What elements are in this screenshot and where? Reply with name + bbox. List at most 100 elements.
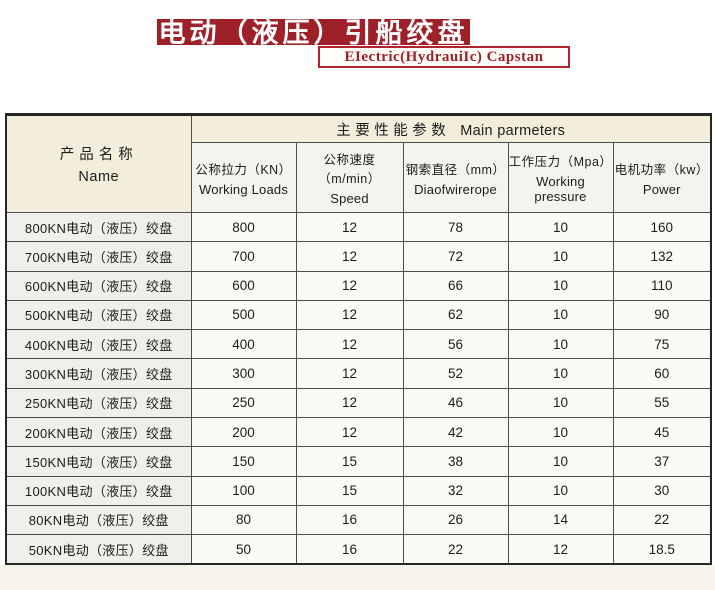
value-cell: 400 [190,329,297,360]
value-cell: 32 [402,475,509,506]
value-cell: 10 [507,358,614,389]
page-bottom-margin [0,565,715,590]
table-row: 700KN电动（液压）绞盘 700 12 72 10 132 [5,241,712,272]
col-header-power-zh: 电机功率（kw） [614,162,709,177]
col-header-working-pressure-zh: 工作压力（Mpa） [508,155,613,170]
col-header-main-parameters-zh: 主要性能参数 [336,122,451,139]
product-name-cell: 400KN电动（液压）绞盘 [5,329,192,360]
col-header-product-name-en: Name [78,168,120,185]
value-cell: 132 [612,241,712,272]
col-header-working-pressure-en: Working pressure [534,174,587,205]
col-header-wire-rope-dia-zh: 钢索直径（mm） [405,162,506,177]
value-cell: 30 [612,475,712,506]
product-name-cell: 50KN电动（液压）绞盘 [5,534,192,565]
page-title: 电动（液压）引船绞盘 [158,18,469,48]
value-cell: 62 [402,299,509,331]
table-row: 100KN电动（液压）绞盘 100 15 32 10 30 [5,475,712,506]
value-cell: 22 [402,534,509,565]
value-cell: 14 [507,504,614,536]
value-cell: 10 [507,211,614,243]
product-name-cell: 300KN电动（液压）绞盘 [5,358,192,389]
value-cell: 16 [295,534,404,565]
col-header-speed-en: Speed [330,191,369,207]
value-cell: 15 [295,475,404,506]
table-row: 200KN电动（液压）绞盘 200 12 42 10 45 [5,416,712,448]
col-header-speed-zh: 公称速度（m/min） [318,153,381,187]
table-row: 400KN电动（液压）绞盘 400 12 56 10 75 [5,329,712,360]
value-cell: 10 [507,299,614,331]
subtitle-box: EIectric(HydrauiIc) Capstan [318,46,570,68]
value-cell: 78 [402,211,509,243]
value-cell: 42 [402,416,509,448]
value-cell: 200 [190,416,297,448]
value-cell: 10 [507,475,614,506]
col-header-working-pressure: 工作压力（Mpa） Working pressure [507,142,614,213]
value-cell: 56 [402,329,509,360]
value-cell: 10 [507,387,614,418]
product-name-cell: 150KN电动（液压）绞盘 [5,446,192,477]
value-cell: 38 [402,446,509,477]
value-cell: 18.5 [612,534,712,565]
value-cell: 12 [295,211,404,243]
value-cell: 60 [612,358,712,389]
value-cell: 160 [612,211,712,243]
col-header-main-parameters-en: Main parmeters [460,122,566,139]
col-header-product-name: 产品名称 Name [5,114,192,213]
table-row: 800KN电动（液压）绞盘 800 12 78 10 160 [5,211,712,243]
table-row: 80KN电动（液压）绞盘 80 16 26 14 22 [5,504,712,536]
value-cell: 12 [507,534,614,565]
table-row: 300KN电动（液压）绞盘 300 12 52 10 60 [5,358,712,389]
spec-table: 产品名称 Name 主要性能参数 Main parmeters 公称拉力（KN） … [5,113,713,565]
value-cell: 12 [295,416,404,448]
value-cell: 12 [295,329,404,360]
value-cell: 22 [612,504,712,536]
col-header-working-loads: 公称拉力（KN） Working Loads [190,142,297,213]
value-cell: 12 [295,387,404,418]
page-subtitle: EIectric(HydrauiIc) Capstan [344,48,544,65]
value-cell: 110 [612,270,712,301]
value-cell: 10 [507,416,614,448]
product-name-cell: 200KN电动（液压）绞盘 [5,416,192,448]
value-cell: 16 [295,504,404,536]
col-header-power: 电机功率（kw） Power [612,142,712,213]
value-cell: 45 [612,416,712,448]
product-name-cell: 500KN电动（液压）绞盘 [5,299,192,331]
col-header-wire-rope-dia-en: Diaofwirerope [414,181,497,197]
value-cell: 52 [402,358,509,389]
value-cell: 37 [612,446,712,477]
value-cell: 10 [507,446,614,477]
value-cell: 80 [190,504,297,536]
value-cell: 75 [612,329,712,360]
spec-table-container: 产品名称 Name 主要性能参数 Main parmeters 公称拉力（KN） … [5,113,713,565]
col-header-power-en: Power [642,181,681,197]
value-cell: 12 [295,358,404,389]
col-header-main-parameters: 主要性能参数 Main parmeters [190,113,712,144]
table-row: 50KN电动（液压）绞盘 50 16 22 12 18.5 [5,534,712,565]
value-cell: 100 [190,475,297,506]
col-header-working-loads-zh: 公称拉力（KN） [195,162,292,177]
value-cell: 10 [507,270,614,301]
table-row: 250KN电动（液压）绞盘 250 12 46 10 55 [5,387,712,418]
value-cell: 700 [190,241,297,272]
value-cell: 15 [295,446,404,477]
value-cell: 55 [612,387,712,418]
product-name-cell: 700KN电动（液压）绞盘 [5,241,192,272]
value-cell: 50 [190,534,297,565]
product-name-cell: 800KN电动（液压）绞盘 [5,211,192,243]
value-cell: 10 [507,329,614,360]
product-name-cell: 600KN电动（液压）绞盘 [5,270,192,301]
value-cell: 46 [402,387,509,418]
title-banner: 电动（液压）引船绞盘 [157,18,470,48]
value-cell: 72 [402,241,509,272]
value-cell: 12 [295,241,404,272]
value-cell: 600 [190,270,297,301]
value-cell: 12 [295,299,404,331]
table-row: 500KN电动（液压）绞盘 500 12 62 10 90 [5,299,712,331]
col-header-product-name-zh: 产品名称 [59,146,138,163]
value-cell: 800 [190,211,297,243]
col-header-working-loads-en: Working Loads [198,181,289,197]
product-name-cell: 100KN电动（液压）绞盘 [5,475,192,506]
header-row-sub: 公称拉力（KN） Working Loads 公称速度（m/min） Speed… [6,142,712,213]
value-cell: 90 [612,299,712,331]
